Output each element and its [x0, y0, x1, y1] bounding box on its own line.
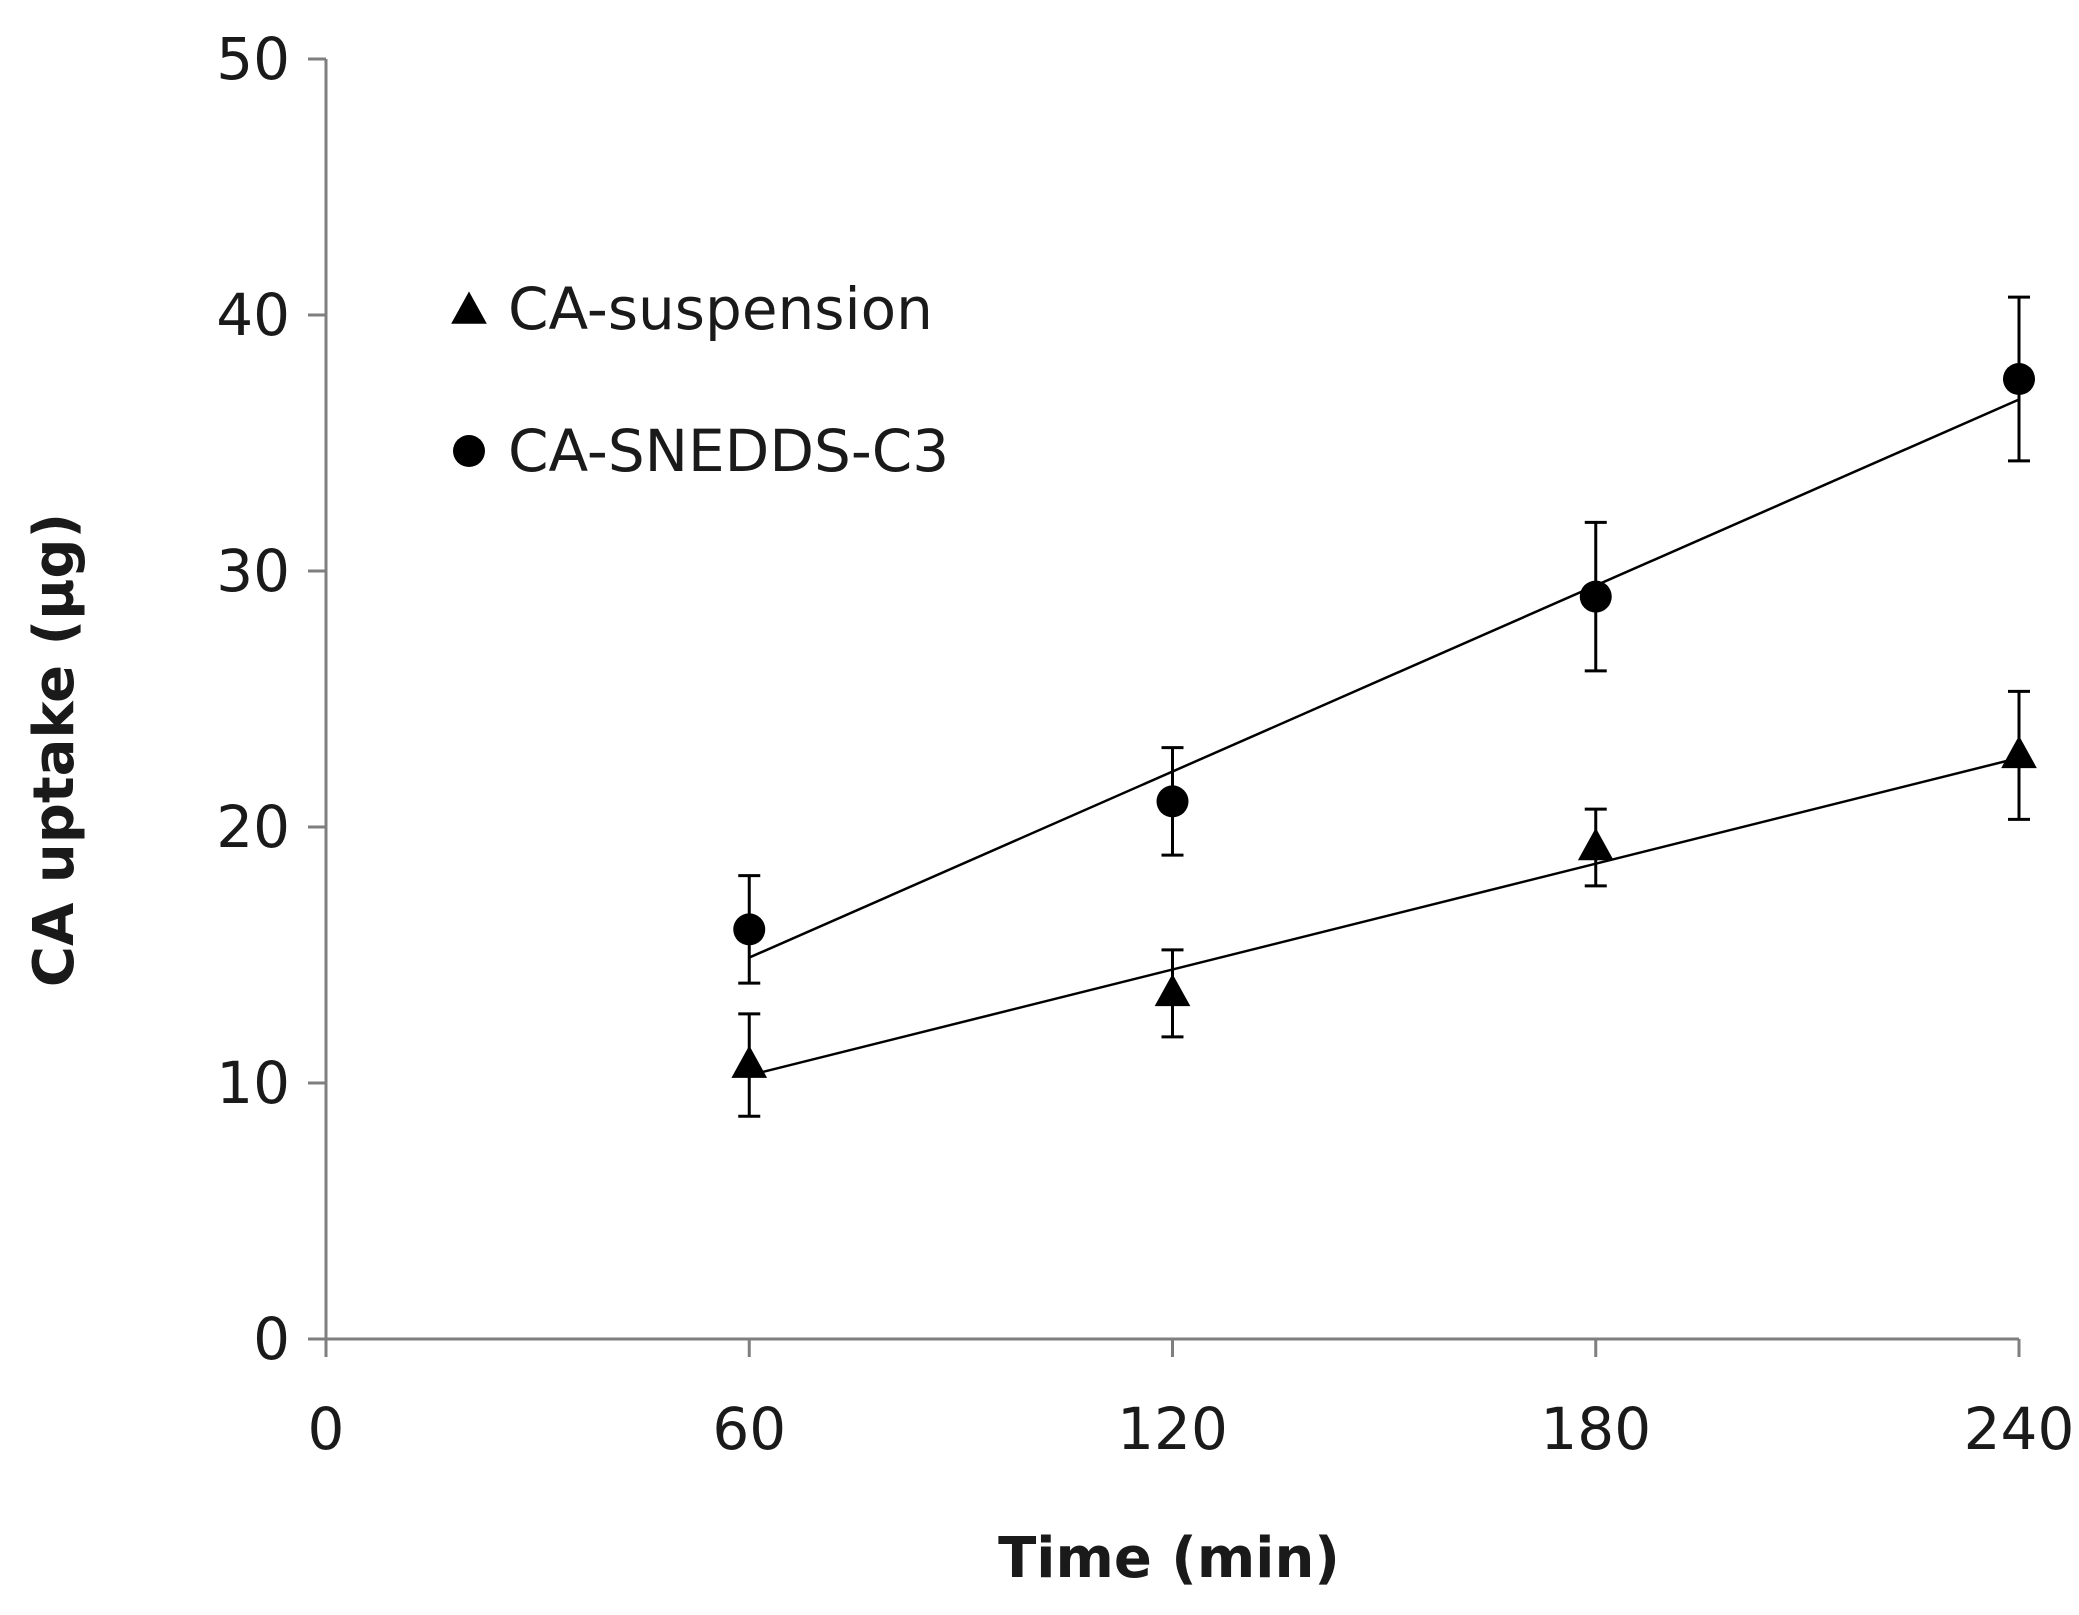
- axes: 0 10 20 30 40 50 0 60 120 180 240: [216, 25, 2074, 1463]
- legend: CA-suspension CA-SNEDDS-C3: [451, 275, 949, 485]
- plot-area: [731, 295, 2037, 1118]
- y-tick-label: 20: [216, 793, 290, 861]
- legend-marker-ca-snedds-c3: [453, 435, 485, 467]
- ca-snedds-c3-point: [1579, 580, 1612, 613]
- x-tick-label: 0: [308, 1395, 345, 1463]
- ca-snedds-c3-trendline: [748, 398, 2020, 959]
- ca-suspension-point: [1154, 973, 1191, 1007]
- series-ca-suspension: [731, 689, 2037, 1118]
- ca-suspension-trendline: [748, 756, 2020, 1077]
- x-tick-label: 240: [1964, 1395, 2075, 1463]
- x-axis-title: Time (min): [998, 1526, 1340, 1591]
- x-tick-label: 180: [1540, 1395, 1651, 1463]
- legend-label-ca-snedds-c3: CA-SNEDDS-C3: [508, 417, 949, 485]
- ca-suspension-point: [1577, 827, 1614, 861]
- y-tick-label: 50: [216, 25, 290, 93]
- ca-snedds-c3-point: [1156, 785, 1189, 818]
- y-tick-label: 10: [216, 1049, 290, 1117]
- ca-snedds-c3-point: [733, 913, 766, 946]
- y-tick-label: 30: [216, 537, 290, 605]
- x-tick-label: 120: [1117, 1395, 1228, 1463]
- ca-suspension-point: [731, 1045, 768, 1078]
- ca-snedds-c3-point: [2003, 363, 2035, 395]
- y-tick-label: 0: [253, 1305, 290, 1373]
- series-ca-snedds-c3: [733, 295, 2035, 985]
- legend-label-ca-suspension: CA-suspension: [508, 275, 933, 343]
- x-tick-label: 60: [712, 1395, 786, 1463]
- y-axis-title: CA uptake (µg): [22, 513, 87, 987]
- ca-suspension-point: [2001, 735, 2037, 769]
- legend-marker-ca-suspension: [451, 291, 487, 324]
- y-tick-label: 40: [216, 281, 290, 349]
